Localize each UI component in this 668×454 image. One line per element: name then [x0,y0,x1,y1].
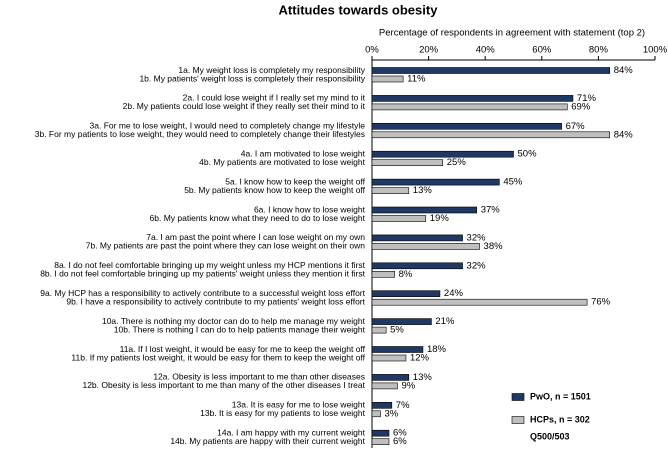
value-label: 21% [435,316,455,327]
category-label: 13a. It is easy for me to lose weight [232,400,366,410]
value-label: 50% [518,149,538,160]
bar [371,95,574,102]
bar [371,206,478,214]
x-axis-label: Percentage of respondents in agreement w… [379,28,645,39]
value-label: 11% [407,74,426,85]
category-label: 6b. My patients know what they need to d… [150,213,366,223]
bar [371,318,432,325]
value-label: 45% [503,177,523,188]
value-label: 13% [413,372,433,383]
category-label: 5b. My patients know how to keep the wei… [184,185,365,195]
category-label: 2a. I could lose weight if I really set … [183,93,366,103]
category-label: 12a. Obesity is less important to me tha… [153,372,365,382]
bar [371,215,427,222]
value-label: 25% [447,157,467,168]
annotation: Q500/503 [530,431,570,441]
category-label: 10b. There is nothing I can do to help p… [114,324,366,334]
category-label: 14a. I am happy with my current weight [217,427,366,437]
value-label: 6% [393,428,407,439]
category-label: 13b. It is easy for my patients to lose … [200,408,366,418]
bar [371,382,398,390]
legend-label: HCPs, n = 302 [530,414,590,424]
x-tick-label: 60% [532,45,552,56]
bar [371,75,404,83]
bar [371,178,500,186]
category-label: 11b. If my patients lost weight, it woul… [71,352,365,362]
category-label: 3a. For me to lose weight, I would need … [90,121,366,131]
x-tick-label: 20% [419,45,439,56]
bar [371,187,410,194]
bar [371,438,390,446]
category-label: 12b. Obesity is less important to me tha… [82,380,365,390]
value-label: 12% [410,353,430,364]
value-label: 6% [393,436,407,447]
value-label: 76% [591,297,611,308]
category-label: 9a. My HCP has a responsibility to activ… [40,288,365,298]
value-label: 84% [614,65,634,76]
category-label: 10a. There is nothing my doctor can do t… [102,316,366,326]
value-label: 32% [467,260,487,271]
x-tick-label: 100% [643,45,668,56]
bar [371,243,480,250]
category-label: 6a. I know how to lose weight [254,204,366,214]
value-label: 67% [566,121,586,132]
category-label: 8a. I do not feel comfortable bringing u… [54,260,365,270]
x-tick-label: 40% [476,45,496,56]
bar [371,131,611,139]
bar [371,262,463,270]
value-label: 18% [427,344,447,355]
chart-title: Attitudes towards obesity [279,2,439,17]
value-label: 19% [430,213,450,224]
category-label: 5a. I know how to keep the weight off [225,176,365,186]
bar [371,103,568,111]
bar [371,401,393,409]
value-label: 71% [577,93,597,104]
category-label: 14b. My patients are happy with their cu… [170,436,365,446]
x-tick-label: 0% [365,45,379,56]
category-label: 4a. I am motivated to lose weight [241,148,366,158]
value-label: 9% [401,380,415,391]
category-label: 2b. My patients could lose weight if the… [123,101,366,111]
bar [371,326,387,334]
category-label: 4b. My patients are motivated to lose we… [199,157,365,167]
category-label: 11a. If I lost weight, it would be easy … [120,344,366,354]
bar [371,270,395,278]
bar [371,346,424,353]
bar [371,354,407,362]
value-label: 3% [384,408,398,419]
value-label: 7% [396,400,410,411]
bar [371,410,381,418]
bar [371,159,444,166]
category-label: 1a. My weight loss is completely my resp… [178,65,365,75]
bar [371,374,410,381]
bar [371,123,562,130]
category-label: 9b. I have a responsibility to actively … [66,296,365,306]
bar [371,234,463,242]
legend-swatch [511,416,525,424]
value-label: 13% [413,185,433,196]
value-label: 5% [390,325,404,336]
category-label: 3b. For my patients to lose weight, they… [35,129,365,139]
value-label: 8% [399,269,413,280]
bar [371,290,441,298]
bar [371,298,588,306]
category-label: 1b. My patients' weight loss is complete… [139,73,365,83]
bar [371,67,611,74]
legend-swatch [511,393,525,401]
value-label: 84% [614,129,634,140]
bar [371,429,390,437]
category-label: 7a. I am past the point where I can lose… [146,232,365,242]
category-label: 8b. I do not feel comfortable bringing u… [40,269,365,279]
value-label: 24% [444,288,464,299]
value-label: 32% [467,232,487,243]
value-label: 38% [484,241,504,252]
bar [371,150,514,158]
value-label: 37% [481,205,501,216]
category-label: 7b. My patients are past the point where… [86,241,366,251]
value-label: 69% [571,101,591,112]
legend-label: PwO, n = 1501 [530,391,591,401]
x-tick-label: 80% [589,45,609,56]
